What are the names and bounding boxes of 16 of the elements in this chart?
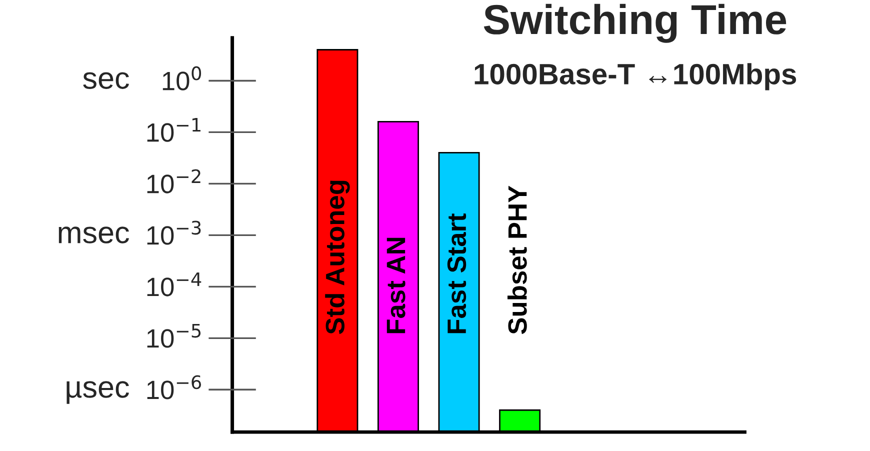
x-tick-label: Fast Start [447, 213, 466, 334]
y-tick-label: 10$^{−5}$ [147, 324, 201, 348]
x-tick-label: Fast AN [386, 238, 406, 334]
y-tick-label: 10$^{−3}$ [147, 220, 201, 245]
text: 1000Base-T ↔100Mbps [474, 63, 796, 90]
y-tick-label: 10$^{−1}$ [147, 118, 200, 142]
text: sec [83, 72, 129, 89]
y-tick-label: 10$^{0}$ [162, 66, 202, 90]
y-tick-label: 10$^{−6}$ [147, 375, 202, 400]
y-tick-label: 10$^{−2}$ [147, 169, 200, 194]
x-tick-label: Subset PHY [508, 186, 527, 334]
text: Switching Time [484, 4, 786, 43]
text: µsec [66, 381, 129, 404]
text: msec [58, 226, 129, 244]
x-tick-label: Std Autoneg [325, 180, 350, 334]
y-tick-label: 10$^{−4}$ [147, 272, 202, 296]
